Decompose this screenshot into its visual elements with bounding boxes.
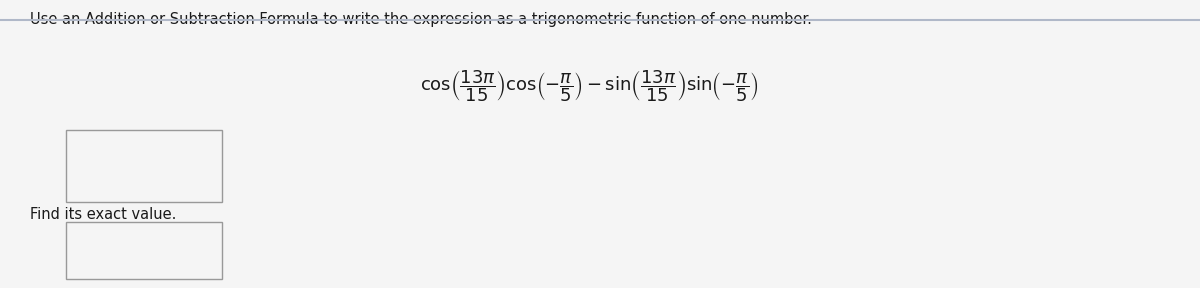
FancyBboxPatch shape [66, 130, 222, 202]
FancyBboxPatch shape [66, 222, 222, 279]
Text: Use an Addition or Subtraction Formula to write the expression as a trigonometri: Use an Addition or Subtraction Formula t… [30, 12, 812, 26]
Text: Find its exact value.: Find its exact value. [30, 207, 176, 222]
Text: $\cos\!\left(\dfrac{13\pi}{15}\right)\cos\!\left(-\dfrac{\pi}{5}\right) - \sin\!: $\cos\!\left(\dfrac{13\pi}{15}\right)\co… [420, 69, 758, 104]
